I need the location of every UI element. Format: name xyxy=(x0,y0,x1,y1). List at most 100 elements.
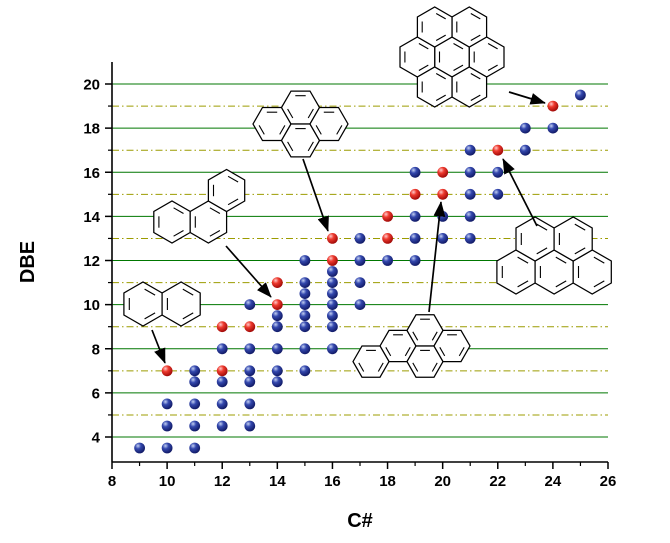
x-tick-label: 12 xyxy=(214,473,231,490)
red-data-point xyxy=(409,188,421,200)
blue-data-point xyxy=(409,255,421,266)
y-tick-label: 4 xyxy=(92,430,101,447)
blue-data-point xyxy=(409,211,421,222)
blue-data-point xyxy=(189,365,201,377)
blue-data-point xyxy=(409,166,421,178)
x-tick-label: 20 xyxy=(434,473,451,490)
blue-data-point xyxy=(161,442,173,454)
blue-data-point xyxy=(299,288,311,299)
blue-data-point xyxy=(134,442,146,454)
blue-data-point xyxy=(437,233,449,244)
molecular-structure-icons xyxy=(123,6,612,378)
blue-data-point xyxy=(189,442,201,454)
blue-data-point xyxy=(492,188,504,200)
x-tick-label: 24 xyxy=(545,473,562,490)
blue-data-point xyxy=(299,299,311,310)
blue-data-point xyxy=(327,299,338,310)
blue-data-point xyxy=(299,277,311,288)
blue-data-point xyxy=(547,122,559,134)
blue-data-point xyxy=(327,266,338,277)
x-tick-label: 14 xyxy=(269,473,286,490)
y-tick-label: 20 xyxy=(83,77,100,94)
blue-data-point xyxy=(327,343,338,355)
blue-data-point xyxy=(327,277,338,288)
blue-data-point xyxy=(161,420,173,432)
blue-data-point xyxy=(161,398,173,410)
blue-data-point xyxy=(271,365,283,377)
benzo-ghi-perylene-structure-icon xyxy=(496,216,612,295)
blue-data-point xyxy=(354,299,366,310)
y-tick-label: 18 xyxy=(83,121,100,138)
y-tick-label: 8 xyxy=(92,341,100,358)
blue-data-point xyxy=(271,376,283,388)
phenanthrene-annotation-arrow xyxy=(225,245,272,298)
blue-data-point xyxy=(189,376,201,388)
annotation-arrows xyxy=(151,91,546,364)
x-tick-label: 26 xyxy=(600,473,617,490)
red-data-point xyxy=(492,144,504,156)
red-data-point xyxy=(271,277,283,288)
blue-data-point xyxy=(519,122,531,134)
x-tick-label: 10 xyxy=(159,473,176,490)
blue-data-point xyxy=(244,365,256,377)
blue-data-point xyxy=(299,365,311,377)
red-data-point xyxy=(547,100,559,112)
benzo-a-pyrene-structure-icon xyxy=(352,314,471,378)
y-tick-label: 6 xyxy=(92,385,100,402)
blue-data-point xyxy=(575,89,586,101)
blue-data-point xyxy=(244,398,256,410)
blue-data-point xyxy=(299,343,311,355)
red-data-point xyxy=(382,233,393,244)
blue-data-point xyxy=(244,420,256,432)
y-tick-label: 10 xyxy=(83,297,100,314)
blue-data-point xyxy=(409,233,421,244)
benzo-a-pyrene-annotation-arrow xyxy=(428,201,446,313)
blue-data-point xyxy=(244,376,256,388)
blue-data-point xyxy=(271,343,283,355)
y-tick-label: 12 xyxy=(83,253,100,270)
red-data-point xyxy=(327,255,338,266)
blue-data-point xyxy=(464,211,476,222)
blue-data-point xyxy=(244,343,256,355)
red-data-point xyxy=(327,233,338,244)
x-tick-label: 16 xyxy=(324,473,341,490)
axes-and-ticks: 8 10 12 14 16 18 20 22 24 26 4 6 8 10 12 14 16 18 20 xyxy=(83,62,616,490)
blue-data-point xyxy=(354,233,366,244)
naphthalene-structure-icon xyxy=(123,281,201,327)
y-tick-label: 16 xyxy=(83,165,100,182)
pyrene-annotation-arrow xyxy=(302,158,329,232)
x-axis-title: C# xyxy=(347,510,373,532)
blue-data-point xyxy=(464,188,476,200)
data-points xyxy=(134,89,586,454)
y-axis-title: DBE xyxy=(17,241,39,283)
blue-data-point xyxy=(244,299,256,310)
blue-data-point xyxy=(382,255,393,266)
red-data-point xyxy=(271,299,283,310)
blue-data-point xyxy=(216,420,228,432)
blue-data-point xyxy=(327,321,338,333)
x-tick-label: 22 xyxy=(489,473,506,490)
blue-data-point xyxy=(271,321,283,333)
blue-data-point xyxy=(492,166,504,178)
phenanthrene-structure-icon xyxy=(153,168,246,244)
blue-data-point xyxy=(519,144,531,156)
pyrene-structure-icon xyxy=(252,90,349,158)
blue-data-point xyxy=(271,310,283,322)
red-data-point xyxy=(382,211,393,222)
blue-data-point xyxy=(216,376,228,388)
blue-data-point xyxy=(464,233,476,244)
blue-data-point xyxy=(354,255,366,266)
blue-data-point xyxy=(464,144,476,156)
blue-data-point xyxy=(327,310,338,322)
blue-data-point xyxy=(299,310,311,322)
blue-data-point xyxy=(464,166,476,178)
red-data-point xyxy=(161,365,173,377)
naphthalene-annotation-arrow xyxy=(151,329,166,364)
blue-data-point xyxy=(354,277,366,288)
blue-data-point xyxy=(327,288,338,299)
red-data-point xyxy=(437,188,449,200)
x-tick-label: 8 xyxy=(108,473,116,490)
y-tick-label: 14 xyxy=(83,209,100,226)
